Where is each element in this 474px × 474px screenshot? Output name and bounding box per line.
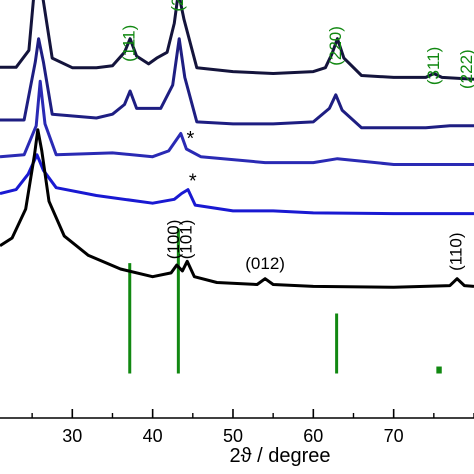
series-line-4 (0, 128, 474, 289)
series-line-0 (0, 0, 474, 81)
x-ticks: 30 40 50 60 70 (31, 409, 474, 446)
reference-lines (128, 228, 442, 374)
series-group (0, 0, 474, 289)
series-line-2 (0, 79, 474, 166)
x-axis: 30 40 50 60 70 (0, 409, 474, 446)
annotations: (111)(200)(220)(311)(222)(002)(100)(101)… (120, 0, 474, 273)
peak-label-green-1: (200) (168, 0, 187, 12)
series-line-1 (0, 37, 474, 130)
peak-label-green-0: (111) (120, 25, 139, 62)
peak-label-black-3: (012) (245, 254, 285, 273)
peak-label-black-4: (110) (447, 232, 466, 270)
x-tick-label-1: 40 (143, 426, 163, 446)
x-tick-label-3: 60 (303, 426, 323, 446)
asterisk-mark-1: * (189, 171, 197, 193)
peak-label-black-1: (100) (164, 220, 183, 260)
peak-label-green-4: (222) (457, 49, 474, 89)
x-tick-label-2: 50 (223, 426, 243, 446)
x-axis-label: 2ϑ / degree (229, 445, 330, 467)
x-tick-label-0: 30 (62, 426, 82, 446)
x-tick-label-4: 70 (384, 426, 404, 446)
peak-label-black-2: (101) (177, 220, 196, 260)
peak-label-green-2: (220) (326, 26, 345, 66)
peak-label-green-3: (311) (424, 47, 443, 85)
asterisk-mark-0: * (187, 128, 195, 150)
